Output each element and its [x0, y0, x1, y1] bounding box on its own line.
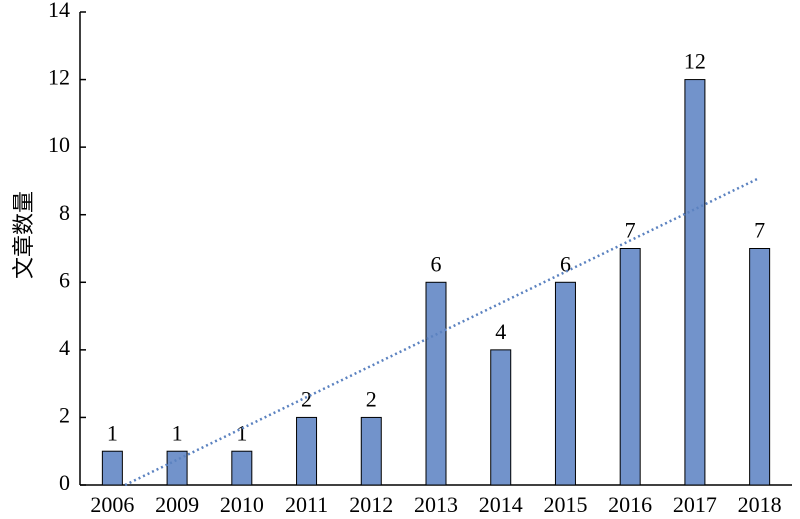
x-tick-label: 2010	[220, 492, 264, 517]
value-label: 12	[684, 49, 706, 74]
y-tick-label: 8	[59, 200, 70, 225]
value-label: 4	[495, 319, 506, 344]
bar	[425, 281, 447, 486]
x-tick-label: 2012	[349, 492, 393, 517]
value-label: 1	[172, 420, 183, 445]
x-tick-label: 2016	[608, 492, 652, 517]
x-tick-label: 2017	[673, 492, 717, 517]
y-tick-label: 6	[59, 267, 70, 292]
y-tick-label: 12	[48, 65, 70, 90]
bar	[360, 416, 382, 486]
x-tick-label: 2015	[543, 492, 587, 517]
value-label: 6	[560, 251, 571, 276]
y-tick-label: 0	[59, 470, 70, 495]
value-label: 2	[301, 386, 312, 411]
value-label: 7	[754, 218, 765, 243]
x-tick-label: 2014	[479, 492, 523, 517]
bar	[101, 450, 123, 486]
x-tick-label: 2018	[738, 492, 782, 517]
value-label: 6	[431, 251, 442, 276]
x-tick-label: 2006	[90, 492, 134, 517]
bar	[231, 450, 253, 486]
x-tick-label: 2013	[414, 492, 458, 517]
bar	[490, 349, 512, 486]
x-tick-label: 2011	[285, 492, 328, 517]
x-tick-label: 2009	[155, 492, 199, 517]
y-tick-label: 14	[48, 0, 70, 22]
y-tick-label: 2	[59, 402, 70, 427]
bar	[166, 450, 188, 486]
value-label: 1	[107, 420, 118, 445]
bar	[296, 416, 318, 486]
bar	[684, 79, 706, 486]
y-tick-label: 10	[48, 132, 70, 157]
bar	[619, 248, 641, 486]
value-label: 2	[366, 386, 377, 411]
bar	[749, 248, 771, 486]
value-label: 1	[236, 420, 247, 445]
bar	[554, 281, 576, 486]
y-tick-label: 4	[59, 335, 70, 360]
value-label: 7	[625, 218, 636, 243]
y-axis-label: 文章数量	[11, 191, 36, 279]
